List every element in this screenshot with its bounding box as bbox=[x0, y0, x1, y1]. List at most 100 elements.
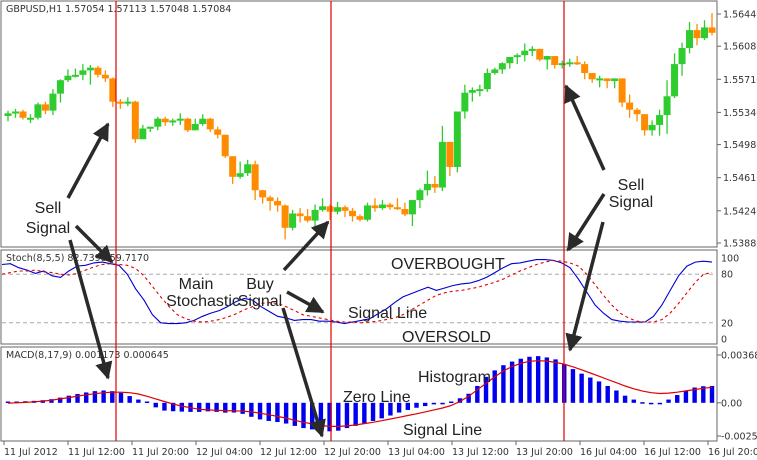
histogram-bar bbox=[197, 402, 202, 412]
candle bbox=[446, 141, 454, 176]
time-tick-label: 11 Jul 20:00 bbox=[132, 447, 189, 458]
stoch-header: Stoch(8,5,5) 82.7398 59.7170 bbox=[6, 253, 149, 264]
candle bbox=[386, 202, 394, 210]
candle bbox=[274, 197, 282, 212]
candle bbox=[176, 113, 184, 125]
histogram-bar bbox=[596, 381, 602, 403]
signal-vertical-lines bbox=[115, 1, 565, 441]
candle bbox=[573, 56, 581, 65]
candle bbox=[536, 48, 544, 62]
candle bbox=[131, 100, 139, 143]
price-axis: 1.56440 1.56080 1.55710 1.55340 1.54980 1.546… bbox=[717, 10, 757, 443]
histogram-bar bbox=[223, 402, 228, 413]
histogram-bar bbox=[266, 402, 271, 421]
histogram-bar bbox=[92, 391, 98, 403]
histogram-bar bbox=[127, 396, 132, 403]
time-tick-label: 16 Jul 20:00 bbox=[708, 447, 757, 458]
histogram-bar bbox=[640, 402, 645, 404]
candle bbox=[431, 175, 439, 193]
price-tick-label: 1.53880 bbox=[723, 239, 757, 250]
annot-oversold: OVERSOLD bbox=[402, 329, 491, 346]
histogram-bar bbox=[5, 401, 11, 404]
candle bbox=[618, 78, 626, 108]
annot-buy-line1: Buy bbox=[246, 276, 274, 293]
price-tick-label: 1.54240 bbox=[723, 206, 757, 217]
histogram-bar bbox=[110, 391, 115, 403]
histogram-bar bbox=[249, 402, 254, 417]
candle bbox=[341, 205, 349, 218]
histogram-bar bbox=[431, 402, 437, 405]
candle bbox=[408, 200, 416, 227]
price-tick-label: 1.54980 bbox=[723, 140, 757, 151]
candle bbox=[101, 70, 109, 82]
candle bbox=[686, 22, 694, 54]
histogram-bar bbox=[553, 359, 558, 403]
candle bbox=[701, 20, 709, 40]
histogram-bar bbox=[370, 402, 376, 421]
arrow-buy-stoch bbox=[286, 290, 325, 314]
candle bbox=[109, 77, 117, 108]
candle bbox=[453, 111, 461, 173]
candlestick-series bbox=[4, 13, 716, 240]
candle bbox=[251, 160, 259, 201]
histogram-bar bbox=[622, 395, 628, 403]
candle bbox=[693, 23, 701, 46]
candle bbox=[461, 84, 469, 119]
macd-tick-label: -0.00256 bbox=[721, 432, 757, 443]
candle bbox=[236, 161, 244, 179]
candle bbox=[124, 97, 132, 107]
candle bbox=[71, 68, 79, 78]
candle bbox=[438, 125, 446, 192]
histogram-bar bbox=[162, 402, 167, 411]
price-tick-label: 1.55710 bbox=[723, 75, 757, 86]
candle bbox=[169, 118, 177, 126]
annot-buy-line2: Signal bbox=[238, 293, 282, 310]
histogram-bar bbox=[118, 392, 124, 403]
histogram-bar bbox=[579, 373, 584, 403]
histogram-bar bbox=[344, 402, 350, 429]
histogram-bar bbox=[588, 377, 593, 403]
histogram-bar bbox=[49, 399, 54, 403]
histogram-bar bbox=[379, 402, 384, 419]
candle bbox=[663, 80, 671, 134]
histogram-bar bbox=[84, 392, 89, 403]
stoch-main-line bbox=[1, 259, 713, 325]
histogram-bar bbox=[179, 402, 185, 412]
histogram-bar bbox=[466, 393, 471, 403]
histogram-bar bbox=[353, 402, 358, 426]
arrow-sell-price-right bbox=[564, 84, 606, 171]
annot-stoch-signal-line: Signal Line bbox=[348, 305, 427, 322]
histogram-bar bbox=[570, 369, 576, 403]
candle bbox=[498, 62, 506, 74]
candle bbox=[41, 101, 49, 115]
annot-overbought: OVERBOUGHT bbox=[391, 256, 505, 273]
histogram-bar bbox=[509, 361, 515, 403]
histogram-bar bbox=[475, 385, 480, 403]
histogram-bar bbox=[457, 398, 463, 403]
time-tick-label: 11 Jul 12:00 bbox=[68, 447, 125, 458]
histogram-bar bbox=[501, 365, 506, 403]
histogram-bar bbox=[231, 402, 237, 413]
candle bbox=[161, 116, 169, 126]
annotation-arrows bbox=[66, 84, 606, 438]
arrow-sell-price-left bbox=[66, 122, 110, 199]
histogram-bar bbox=[518, 358, 523, 403]
candle bbox=[521, 43, 529, 62]
time-tick-label: 11 Jul 2012 bbox=[4, 447, 58, 458]
histogram-bar bbox=[675, 395, 680, 403]
histogram-bar bbox=[544, 357, 550, 403]
histogram-bar bbox=[75, 393, 80, 403]
annot-sell-left-line2: Signal bbox=[26, 220, 70, 237]
annot-main-stoch-line1: Main bbox=[179, 276, 214, 293]
histogram-bar bbox=[205, 402, 211, 412]
annot-sell-right-line1: Sell bbox=[618, 177, 645, 194]
stochastic-panel bbox=[0, 249, 718, 345]
histogram-bar bbox=[327, 402, 332, 432]
candle bbox=[206, 117, 214, 133]
candle bbox=[266, 195, 274, 211]
candle bbox=[11, 108, 19, 118]
candle bbox=[199, 114, 207, 126]
histogram-bar bbox=[336, 402, 341, 431]
histogram-bar bbox=[414, 402, 419, 408]
